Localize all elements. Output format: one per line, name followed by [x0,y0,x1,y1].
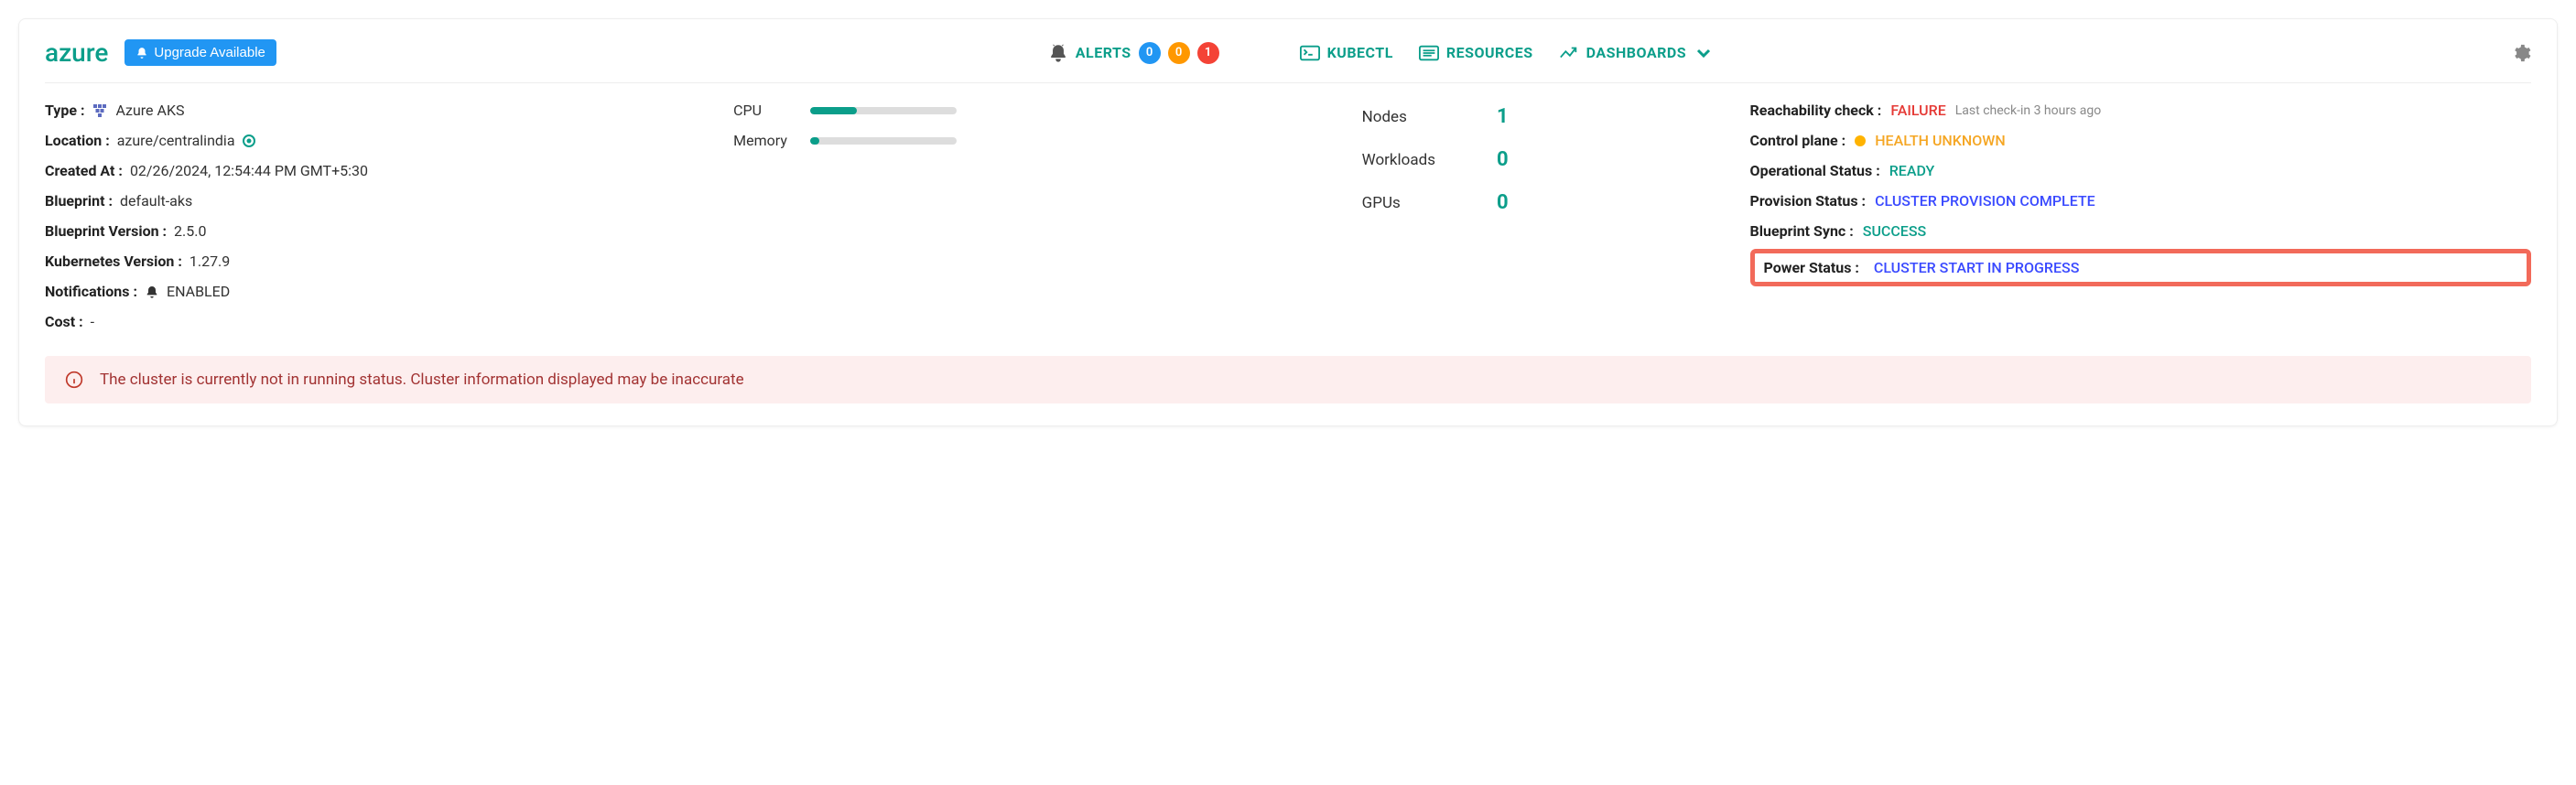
cpu-bar [810,107,957,114]
mem-label: Memory [733,132,797,149]
power-key: Power Status : [1764,259,1859,276]
created-key: Created At : [45,162,123,179]
gpus-row: GPUs 0 [1362,191,1509,214]
resources-button[interactable]: RESOURCES [1419,44,1533,61]
type-val: Azure AKS [115,102,184,119]
cluster-card: azure Upgrade Available ALERTS 0 0 1 KUB… [18,18,2558,426]
location-val: azure/centralindia [117,132,235,149]
notif-key: Notifications : [45,283,137,300]
prov-key: Provision Status : [1750,192,1867,210]
reach-note: Last check-in 3 hours ago [1955,103,2101,118]
dashboards-button[interactable]: DASHBOARDS [1559,44,1714,61]
location-key: Location : [45,132,110,149]
kubectl-button[interactable]: KUBECTL [1300,44,1393,61]
verified-icon [243,134,255,147]
alert-pill-info[interactable]: 0 [1139,42,1161,64]
gpus-key: GPUs [1362,194,1401,212]
cplane-key: Control plane : [1750,132,1846,149]
k8s-row: Kubernetes Version : 1.27.9 [45,253,706,270]
status-dot-icon [1855,135,1866,146]
info-icon [65,371,83,389]
reach-key: Reachability check : [1750,102,1882,119]
power-val: CLUSTER START IN PROGRESS [1874,259,2080,276]
list-icon [1419,45,1439,61]
bell-icon [135,47,148,59]
upgrade-button[interactable]: Upgrade Available [124,39,276,66]
notif-row: Notifications : ENABLED [45,283,706,300]
sync-row: Blueprint Sync : SUCCESS [1750,222,2531,240]
upgrade-label: Upgrade Available [154,45,265,60]
op-val: READY [1889,162,1935,179]
k8s-key: Kubernetes Version : [45,253,182,270]
warning-text: The cluster is currently not in running … [100,371,744,389]
mem-bar [810,137,957,145]
warning-banner: The cluster is currently not in running … [45,356,2531,403]
location-row: Location : azure/centralindia [45,132,706,149]
mem-row: Memory [733,132,1335,149]
alert-bell-icon [1048,43,1068,63]
alerts-label: ALERTS [1076,44,1131,61]
op-row: Operational Status : READY [1750,162,2531,179]
reach-val: FAILURE [1890,102,1945,119]
notif-val: ENABLED [167,283,230,300]
terminal-icon [1300,45,1320,61]
cplane-val: HEALTH UNKNOWN [1875,132,2006,149]
details-column: Type : Azure AKS Location : azure/centra… [45,102,706,330]
blueprint-key: Blueprint : [45,192,113,210]
header-bar: azure Upgrade Available ALERTS 0 0 1 KUB… [45,38,2531,83]
gear-icon[interactable] [2511,43,2531,63]
resources-label: RESOURCES [1446,44,1533,61]
nodes-row: Nodes 1 [1362,105,1509,128]
workloads-val: 0 [1497,148,1509,171]
alert-pill-crit[interactable]: 1 [1197,42,1219,64]
cpu-bar-fill [810,107,857,114]
bpver-row: Blueprint Version : 2.5.0 [45,222,706,240]
reach-row: Reachability check : FAILURE Last check-… [1750,102,2531,119]
kubectl-label: KUBECTL [1327,44,1393,61]
dashboards-label: DASHBOARDS [1586,44,1686,61]
cluster-title: azure [45,38,108,68]
gpus-val: 0 [1497,191,1509,214]
chevron-down-icon [1694,45,1714,61]
type-row: Type : Azure AKS [45,102,706,119]
sync-val: SUCCESS [1863,222,1926,240]
blueprint-val: default-aks [120,192,192,210]
trend-icon [1559,45,1579,61]
cpu-label: CPU [733,102,797,119]
cost-key: Cost : [45,313,83,330]
prov-val: CLUSTER PROVISION COMPLETE [1875,192,2095,210]
created-val: 02/26/2024, 12:54:44 PM GMT+5:30 [130,162,368,179]
created-row: Created At : 02/26/2024, 12:54:44 PM GMT… [45,162,706,179]
bpver-val: 2.5.0 [174,222,206,240]
mem-bar-fill [810,137,819,145]
type-key: Type : [45,102,84,119]
op-key: Operational Status : [1750,162,1880,179]
blueprint-row: Blueprint : default-aks [45,192,706,210]
cost-row: Cost : - [45,313,706,330]
nodes-val: 1 [1497,105,1509,128]
notif-bell-icon [145,285,159,299]
cplane-row: Control plane : HEALTH UNKNOWN [1750,132,2531,149]
alert-pill-warn[interactable]: 0 [1168,42,1190,64]
workloads-key: Workloads [1362,151,1435,169]
counts-column: Nodes 1 Workloads 0 GPUs 0 [1362,102,1723,214]
usage-column: CPU Memory [733,102,1335,149]
prov-row: Provision Status : CLUSTER PROVISION COM… [1750,192,2531,210]
status-column: Reachability check : FAILURE Last check-… [1750,102,2531,286]
sync-key: Blueprint Sync : [1750,222,1854,240]
cost-val: - [91,313,94,330]
power-status-highlight: Power Status : CLUSTER START IN PROGRESS [1750,249,2531,286]
azure-icon [92,102,108,119]
cpu-row: CPU [733,102,1335,119]
k8s-val: 1.27.9 [189,253,230,270]
workloads-row: Workloads 0 [1362,148,1509,171]
bpver-key: Blueprint Version : [45,222,167,240]
body-grid: Type : Azure AKS Location : azure/centra… [45,102,2531,330]
nodes-key: Nodes [1362,108,1407,126]
alerts-group[interactable]: ALERTS 0 0 1 [1048,42,1219,64]
